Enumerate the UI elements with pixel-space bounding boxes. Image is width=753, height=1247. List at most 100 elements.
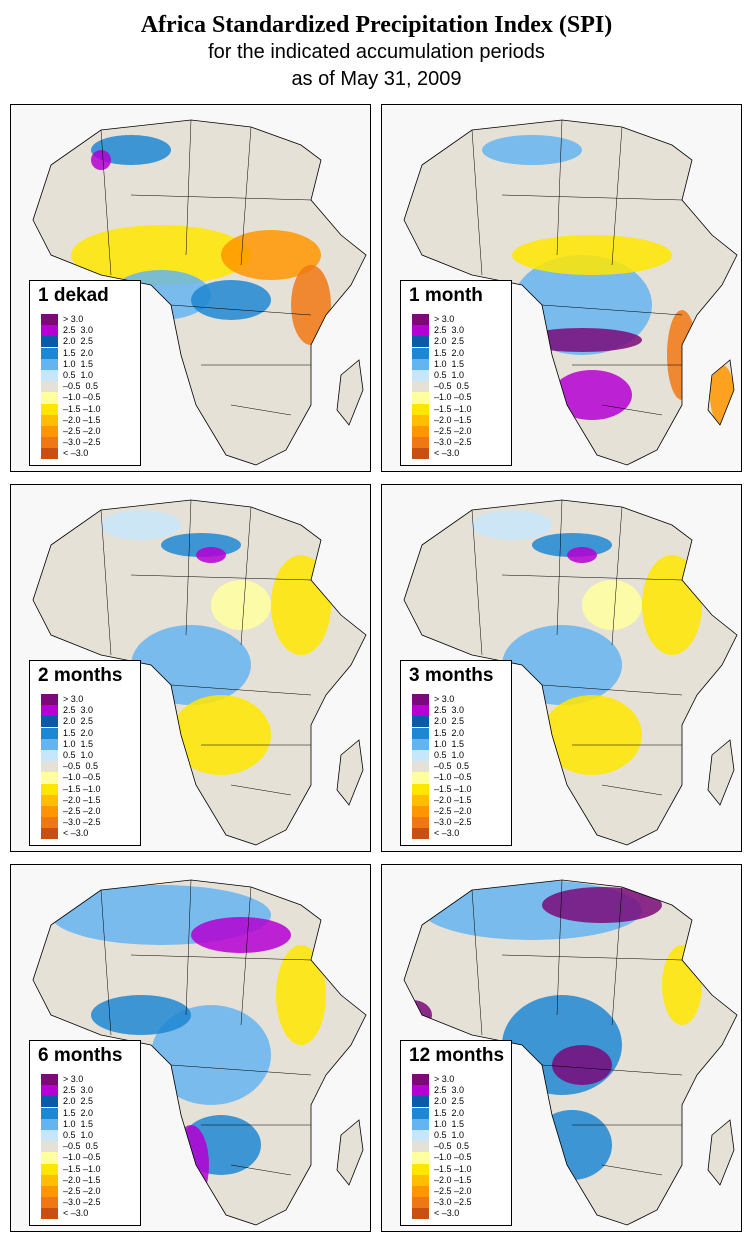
legend-swatch — [412, 1074, 429, 1086]
legend-row: –2.0 –1.5 — [41, 1174, 101, 1186]
legend-row: 2.5 3.0 — [412, 325, 472, 337]
legend-label: 0.5 1.0 — [63, 370, 94, 381]
legend-label: –3.0 –2.5 — [63, 1197, 101, 1208]
legend-swatch — [41, 381, 58, 393]
legend-swatch — [41, 1107, 58, 1119]
legend-label: –2.0 –1.5 — [434, 1174, 472, 1185]
accumulation-period-label: 6 months — [38, 1045, 123, 1066]
spi-anomaly-area — [552, 1045, 612, 1085]
legend-row: < –3.0 — [412, 1208, 472, 1220]
spi-anomaly-area — [191, 917, 291, 953]
legend-swatch — [412, 1163, 429, 1175]
legend-label: > 3.0 — [434, 314, 455, 325]
legend-label: 1.0 1.5 — [63, 1118, 94, 1129]
accumulation-period-label: 12 months — [409, 1045, 505, 1066]
legend-swatch — [412, 1152, 429, 1164]
legend-label: 2.5 3.0 — [63, 1085, 94, 1096]
spi-anomaly-area — [472, 510, 552, 540]
legend-label: –2.5 –2.0 — [434, 425, 472, 436]
legend-label: –2.0 –1.5 — [434, 414, 472, 425]
legend-swatch — [412, 1208, 429, 1220]
spi-anomaly-area — [662, 945, 702, 1025]
coastline — [403, 119, 738, 466]
spi-panel: 2 months > 3.0 2.5 3.0 2.0 2.5 1.5 2.0 1.0 1.… — [10, 484, 371, 852]
country-borders — [471, 499, 683, 796]
spi-legend: 3 months > 3.0 2.5 3.0 2.0 2.5 1.5 2.0 1.0 1.… — [400, 660, 512, 846]
legend-label: > 3.0 — [63, 314, 84, 325]
legend-row: 2.0 2.5 — [41, 336, 101, 348]
spi-anomaly-area — [542, 887, 662, 923]
legend-swatch — [41, 1163, 58, 1175]
legend-swatch — [41, 448, 58, 460]
country-borders — [471, 879, 683, 1176]
legend-label: –1.5 –1.0 — [434, 783, 472, 794]
legend-label: –2.5 –2.0 — [63, 1185, 101, 1196]
legend-row: > 3.0 — [412, 1074, 472, 1086]
spi-anomaly-area — [522, 328, 642, 352]
legend-row: –2.5 –2.0 — [41, 1185, 101, 1197]
legend-label: 1.5 2.0 — [63, 727, 94, 738]
legend-swatch — [412, 358, 429, 370]
legend-label: 2.5 3.0 — [63, 325, 94, 336]
legend-label: –0.5 0.5 — [63, 761, 99, 772]
legend-label: –1.0 –0.5 — [63, 772, 101, 783]
legend-row: 1.0 1.5 — [412, 358, 472, 370]
legend-row: –1.5 –1.0 — [41, 783, 101, 795]
legend-row: < –3.0 — [41, 828, 101, 840]
legend-label: –0.5 0.5 — [63, 1141, 99, 1152]
legend-row: 2.5 3.0 — [41, 705, 101, 717]
legend-label: > 3.0 — [434, 1074, 455, 1085]
legend-swatch — [412, 716, 429, 728]
spi-anomaly-area — [221, 230, 321, 280]
legend-swatch — [412, 403, 429, 415]
legend-row: –0.5 0.5 — [412, 761, 472, 773]
legend-row: –1.0 –0.5 — [41, 392, 101, 404]
legend-row: 1.0 1.5 — [41, 738, 101, 750]
legend-swatch — [41, 694, 58, 706]
africa-map — [32, 879, 367, 1226]
legend-label: –2.5 –2.0 — [434, 805, 472, 816]
legend-label: 1.5 2.0 — [434, 727, 465, 738]
spi-anomaly-area — [542, 695, 642, 775]
legend-row: –2.0 –1.5 — [412, 1174, 472, 1186]
legend-row: –0.5 0.5 — [41, 381, 101, 393]
legend-label: < –3.0 — [434, 448, 460, 459]
legend-row: –3.0 –2.5 — [412, 437, 472, 449]
legend-row: 1.5 2.0 — [412, 727, 472, 739]
legend-swatch — [412, 437, 429, 449]
spi-legend: 1 month > 3.0 2.5 3.0 2.0 2.5 1.5 2.0 1.0 1.5… — [400, 280, 512, 466]
legend-swatch — [412, 347, 429, 359]
country-borders — [100, 119, 312, 416]
legend-label: < –3.0 — [63, 1208, 89, 1219]
legend-swatch — [412, 794, 429, 806]
legend-swatch — [412, 761, 429, 773]
legend-row: 0.5 1.0 — [412, 1130, 472, 1142]
spi-anomaly-area — [211, 580, 271, 630]
legend-swatch — [412, 1185, 429, 1197]
legend-label: > 3.0 — [63, 694, 84, 705]
legend-swatch — [412, 1141, 429, 1153]
legend-label: 2.0 2.5 — [63, 1096, 94, 1107]
legend-row: –1.0 –0.5 — [41, 1152, 101, 1164]
legend-swatch — [41, 805, 58, 817]
legend-swatch — [41, 738, 58, 750]
legend-swatch — [412, 805, 429, 817]
map-date: as of May 31, 2009 — [291, 68, 462, 90]
spi-anomaly-area — [404, 1000, 432, 1030]
legend-label: –1.5 –1.0 — [63, 783, 101, 794]
accumulation-period-label: 2 months — [38, 665, 123, 686]
legend-swatch — [412, 392, 429, 404]
legend-row: 2.5 3.0 — [41, 1085, 101, 1097]
legend-row: 2.0 2.5 — [41, 1096, 101, 1108]
legend-label: 1.0 1.5 — [434, 358, 465, 369]
spi-anomaly-area — [196, 547, 226, 563]
legend-label: –0.5 0.5 — [63, 381, 99, 392]
legend-row: –2.5 –2.0 — [412, 425, 472, 437]
spi-anomaly-area — [642, 555, 702, 655]
spi-anomaly-area — [532, 1110, 612, 1180]
legend-label: 0.5 1.0 — [434, 370, 465, 381]
spi-legend: 2 months > 3.0 2.5 3.0 2.0 2.5 1.5 2.0 1.0 1.… — [29, 660, 141, 846]
legend-label: –3.0 –2.5 — [63, 437, 101, 448]
legend-row: 2.0 2.5 — [412, 336, 472, 348]
legend-label: 1.0 1.5 — [434, 738, 465, 749]
